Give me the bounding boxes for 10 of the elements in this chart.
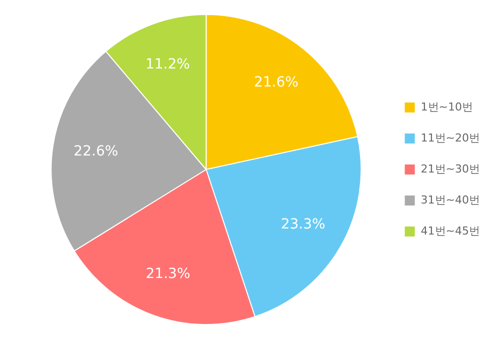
data-label: 23.3% bbox=[280, 216, 326, 232]
legend-label: 31번~40번 bbox=[420, 193, 480, 206]
legend-label: 21번~30번 bbox=[420, 162, 480, 176]
legend-label: 1번~10번 bbox=[420, 100, 474, 114]
data-label: 21.6% bbox=[254, 74, 298, 90]
legend-label: 41번~45번 bbox=[420, 224, 480, 238]
data-label: 11.2% bbox=[145, 56, 190, 72]
data-label: 21.3% bbox=[146, 266, 190, 282]
data-label: 22.6% bbox=[74, 144, 118, 160]
legend-label: 11번~20번 bbox=[420, 131, 480, 144]
